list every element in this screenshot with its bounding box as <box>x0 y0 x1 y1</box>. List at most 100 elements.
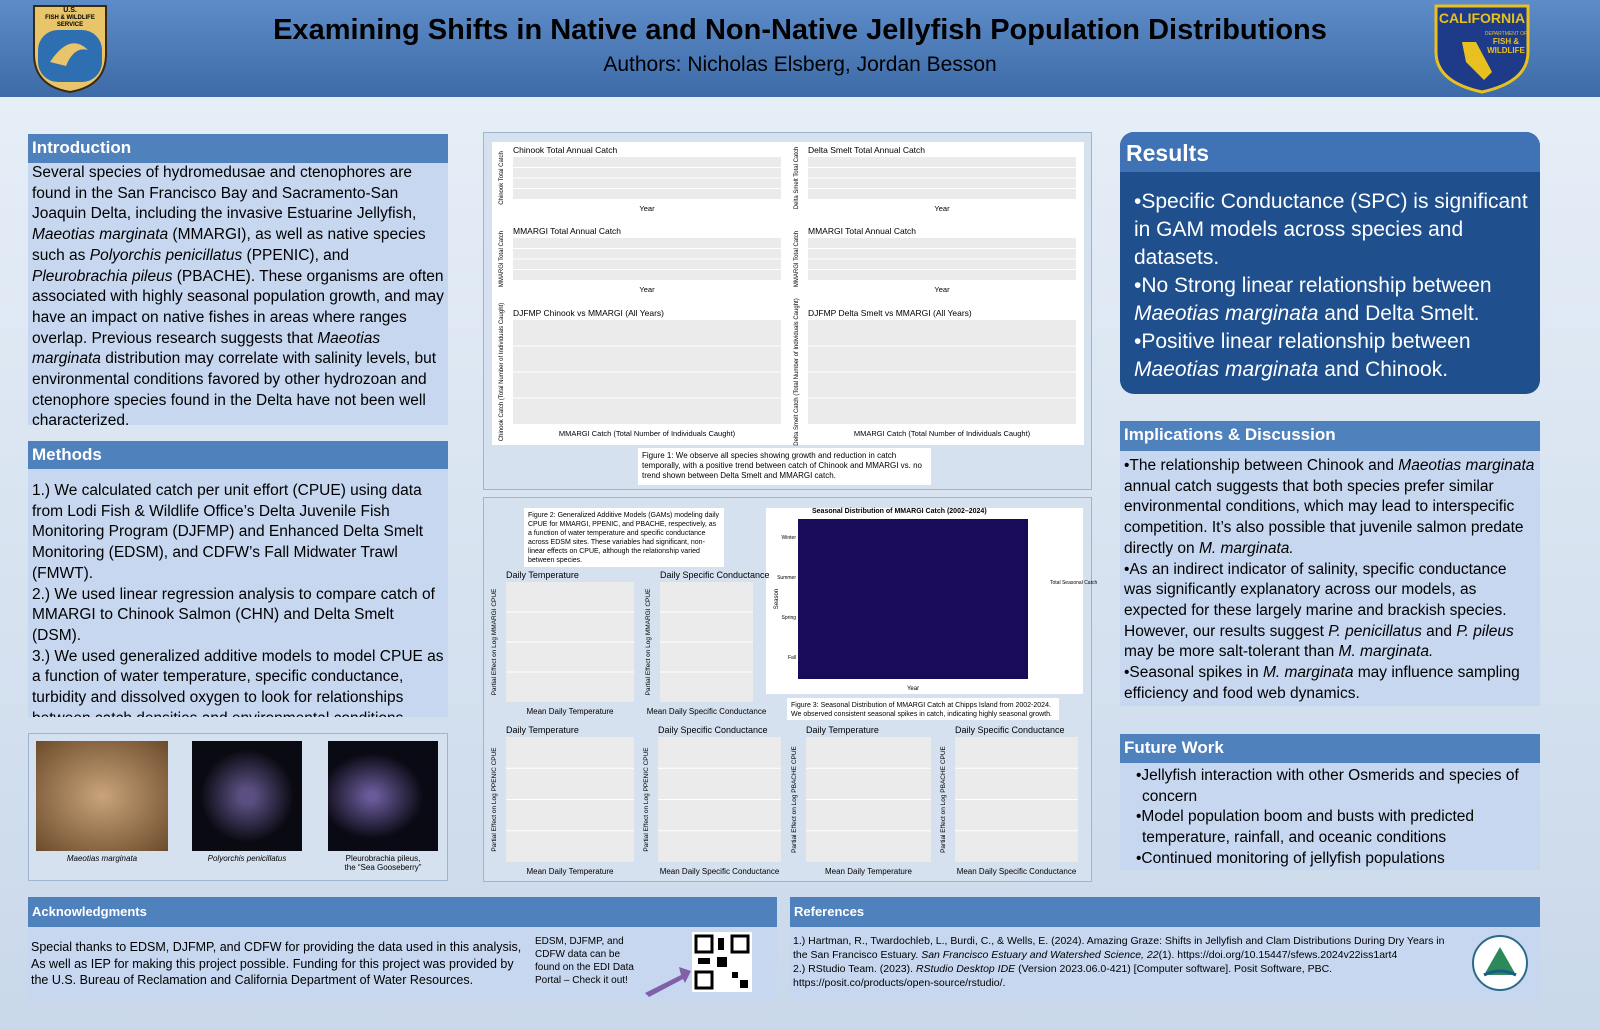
text-run: 2.) RStudio Team. (2023). <box>793 963 916 975</box>
axis-label: MMARGI Catch (Total Number of Individual… <box>559 429 736 438</box>
ref-panel: 1.) Hartman, R., Twardochleb, L., Burdi,… <box>790 927 1540 999</box>
text-run: •Specific Conductance (SPC) is significa… <box>1134 190 1528 269</box>
text-run: and Delta Smelt. <box>1318 302 1480 325</box>
method-item: 3.) We used generalized additive models … <box>32 647 444 717</box>
list-item: •No Strong linear relationship between M… <box>1134 272 1534 328</box>
panel-title: Daily Specific Conductance <box>658 725 768 735</box>
axis-label: Mean Daily Temperature <box>825 867 913 876</box>
image-caption: Polyorchis penicillatus <box>192 854 302 863</box>
list-item: 1.) Hartman, R., Twardochleb, L., Burdi,… <box>793 934 1453 962</box>
header-band <box>0 0 1600 97</box>
axis-label: Mean Daily Specific Conductance <box>957 867 1077 876</box>
right-logo: CALIFORNIA DEPARTMENT OF FISH & WILDLIFE <box>1434 4 1530 94</box>
figure-caption: Figure 2: Generalized Additive Models (G… <box>524 508 724 567</box>
text-run: Several species of hydromedusae and cten… <box>32 164 417 223</box>
ack-panel: Special thanks to EDSM, DJFMP, and CDFW … <box>28 927 777 999</box>
section-heading: References <box>790 897 1540 927</box>
panel-title: DJFMP Delta Smelt vs MMARGI (All Years) <box>808 308 972 318</box>
logo-text: WILDLIFE <box>1487 46 1525 55</box>
axis-label: Partial Effect on Log PPENIC CPUE <box>491 747 498 852</box>
logo-text: FISH & WILDLIFE <box>45 15 95 21</box>
italic-text: Maeotias marginata <box>32 329 381 368</box>
season-label: Summer <box>777 575 796 581</box>
axis-label: Year <box>934 204 950 213</box>
list-item: •Jellyfish interaction with other Osmeri… <box>1136 767 1519 805</box>
axis-label: Partial Effect on Log PPENIC CPUE <box>643 747 650 852</box>
panel-title: Daily Temperature <box>506 570 579 580</box>
legend-title: Total Seasonal Catch <box>1050 580 1097 586</box>
italic-text: M. marginata <box>1262 664 1354 682</box>
axis-label: Year <box>639 285 655 294</box>
italic-text: M. marginata. <box>1198 539 1294 557</box>
section-heading: Future Work <box>1120 734 1540 763</box>
image-caption: Maeotias marginata <box>36 854 168 863</box>
panel-title: Delta Smelt Total Annual Catch <box>808 145 925 155</box>
axis-label: Chinook Catch (Total Number of Individua… <box>499 303 505 441</box>
panel-title: MMARGI Total Annual Catch <box>513 226 621 236</box>
axis-label: Delta Smelt Total Catch <box>794 147 800 210</box>
axis-label: Partial Effect on Log MMARGI CPUE <box>491 588 498 695</box>
axis-label: Year <box>907 686 919 692</box>
axis-label: Partial Effect on Log PBACHE CPUE <box>940 745 947 852</box>
method-item: 2.) We used linear regression analysis t… <box>32 585 435 644</box>
text-run: (Version 2023.06.0-421) [Computer softwa… <box>793 963 1333 989</box>
method-item: 1.) We calculated catch per unit effort … <box>32 482 424 582</box>
italic-text: San Francisco Estuary and Watershed Scie… <box>921 949 1159 961</box>
figure-caption: Figure 1: We observe all species showing… <box>638 448 931 485</box>
iep-logo <box>1472 935 1528 991</box>
authors: Authors: Nicholas Elsberg, Jordan Besson <box>603 53 997 76</box>
axis-label: MMARGI Total Catch <box>499 231 505 287</box>
figure-caption: Figure 3: Seasonal Distribution of MMARG… <box>787 698 1059 720</box>
italic-text: Polyorchis penicillatus <box>89 246 243 264</box>
jellyfish-photo <box>36 741 168 851</box>
text-run: •As an indirect indicator of salinity, s… <box>1124 560 1507 640</box>
text-run: (PPENIC), and <box>242 246 350 264</box>
section-heading: Introduction <box>28 134 448 163</box>
list-item: •Specific Conductance (SPC) is significa… <box>1134 188 1534 272</box>
text-run: may influence sampling efficiency and fo… <box>1124 664 1520 702</box>
list-item: •Seasonal spikes in M. marginata may inf… <box>1124 663 1536 704</box>
italic-text: Maeotias marginata <box>32 226 169 244</box>
intro-text: Several species of hydromedusae and cten… <box>28 163 448 425</box>
axis-label: Partial Effect on Log PBACHE CPUE <box>791 745 798 852</box>
axis-label: Season <box>774 589 780 609</box>
ref-text: 1.) Hartman, R., Twardochleb, L., Burdi,… <box>793 934 1453 990</box>
italic-text: M. marginata. <box>1338 643 1434 661</box>
axis-label: MMARGI Catch (Total Number of Individual… <box>854 429 1031 438</box>
text-run: 1.) Hartman, R., Twardochleb, L., Burdi,… <box>793 935 1445 961</box>
text-run: (PBACHE). These organisms are often asso… <box>32 267 444 347</box>
list-item: •Positive linear relationship between Ma… <box>1134 328 1534 384</box>
logo-text: SERVICE <box>57 22 83 28</box>
axis-label: Mean Daily Temperature <box>526 867 614 876</box>
panel-title: Daily Temperature <box>806 725 879 735</box>
left-logo: U.S. FISH & WILDLIFE SERVICE <box>33 5 107 94</box>
image-panel: Maeotias marginata Polyorchis penicillat… <box>28 733 448 881</box>
caption-line: Pleurobrachia pileus, <box>345 854 421 863</box>
arrow <box>645 967 691 997</box>
heatmap-area <box>798 519 1028 679</box>
image-caption: Pleurobrachia pileus, the “Sea Gooseberry… <box>328 854 438 872</box>
axis-label: MMARGI Total Catch <box>794 231 800 287</box>
text-run: (MMARGI), as well as native species such… <box>32 226 426 264</box>
section-heading: Acknowledgments <box>28 897 777 927</box>
ack-text: Special thanks to EDSM, DJFMP, and CDFW … <box>31 940 522 987</box>
text-run: may be more salt-tolerant than <box>1124 643 1339 661</box>
season-label: Spring <box>782 615 797 621</box>
jellyfish-photo <box>192 741 302 851</box>
text-run: (1). https://doi.org/10.15447/sfews.2024… <box>1158 949 1398 961</box>
italic-text: Maeotias marginata <box>1134 358 1319 381</box>
italic-text: P. penicillatus <box>1328 622 1422 640</box>
panel-title: DJFMP Chinook vs MMARGI (All Years) <box>513 308 664 318</box>
methods-text: 1.) We calculated catch per unit effort … <box>28 469 448 717</box>
axis-label: Partial Effect on Log MMARGI CPUE <box>645 588 652 695</box>
axis-label: Year <box>639 204 655 213</box>
caption-line: Maeotias marginata <box>66 854 138 863</box>
results-text: •Specific Conductance (SPC) is significa… <box>1134 188 1534 384</box>
list-item: 2.) RStudio Team. (2023). RStudio Deskto… <box>793 962 1453 990</box>
season-label: Fall <box>788 655 796 661</box>
section-heading: Implications & Discussion <box>1120 421 1540 451</box>
text-run: •Positive linear relationship between <box>1134 330 1471 353</box>
list-item: •Model population boom and busts with pr… <box>1136 808 1475 847</box>
